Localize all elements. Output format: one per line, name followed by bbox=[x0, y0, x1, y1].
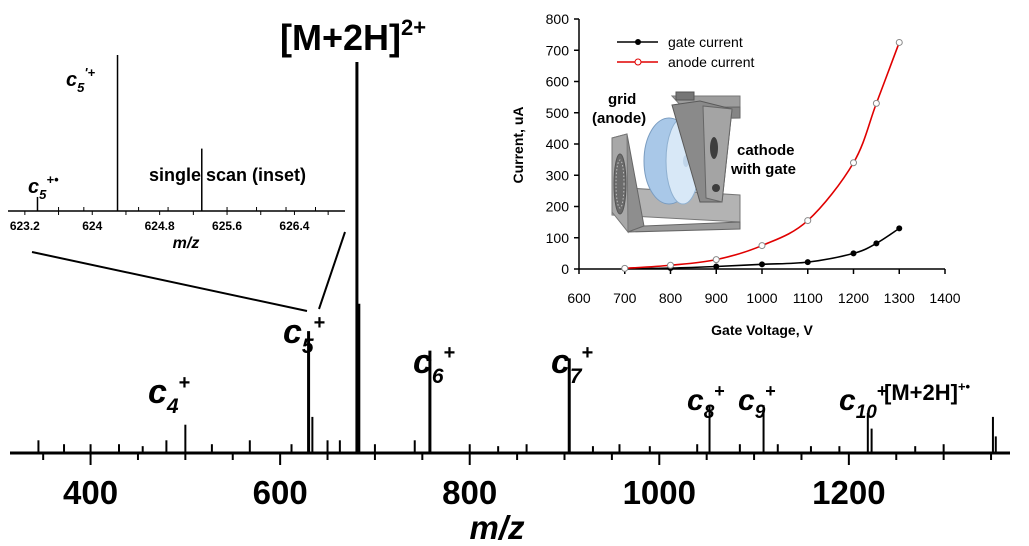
inset-label-c5-radical: c5+• bbox=[28, 172, 59, 202]
main-x-tick-label-1200: 1200 bbox=[812, 474, 885, 511]
inset-ticks bbox=[24, 211, 329, 215]
iv-point-anode-current-1250 bbox=[872, 99, 880, 107]
main-peaks bbox=[37, 62, 997, 452]
iv-y-tick-label-400: 400 bbox=[546, 136, 570, 152]
main-x-axis-label: m/z bbox=[469, 509, 525, 546]
main-tick-labels: 400 600 800 1000 1200 bbox=[63, 474, 886, 511]
iv-point-gate-current-1100 bbox=[804, 259, 811, 266]
legend-marker-gate-current bbox=[635, 39, 641, 45]
inset-tick-labels: 623.2 624 624.8 625.6 626.4 bbox=[10, 219, 310, 233]
inset-zoom-line-right bbox=[318, 231, 346, 310]
iv-x-tick-label-800: 800 bbox=[659, 290, 683, 306]
iv-y-tick-label-200: 200 bbox=[546, 199, 570, 215]
inset-x-tick-label-623.2: 623.2 bbox=[10, 219, 40, 233]
device-label-cathode: cathode bbox=[737, 142, 795, 159]
iv-point-gate-current-1250 bbox=[873, 240, 880, 247]
iv-x-tick-label-900: 900 bbox=[705, 290, 729, 306]
inset-label-c5-prime: c5'+ bbox=[66, 65, 95, 95]
iv-y-tick-label-0: 0 bbox=[561, 261, 569, 277]
grid-cathode-device-illustration bbox=[611, 91, 741, 234]
iv-y-tick-label-800: 800 bbox=[546, 11, 570, 27]
iv-legend: gate current anode current bbox=[617, 34, 755, 70]
iv-point-gate-current-900 bbox=[713, 263, 720, 270]
main-x-tick-label-400: 400 bbox=[63, 474, 118, 511]
inset-x-tick-label-626.4: 626.4 bbox=[279, 219, 309, 233]
iv-y-tick-label-600: 600 bbox=[546, 74, 570, 90]
iv-point-gate-current-1000 bbox=[759, 261, 765, 268]
main-annotation-c7: c7+ bbox=[551, 342, 593, 388]
iv-y-tick-label-300: 300 bbox=[546, 167, 570, 183]
main-x-tick-label-1000: 1000 bbox=[623, 474, 696, 511]
iv-point-anode-current-1200 bbox=[850, 159, 857, 167]
iv-x-axis-label: Gate Voltage, V bbox=[711, 322, 813, 338]
iv-point-anode-current-800 bbox=[667, 261, 674, 269]
main-annotation-c9: c9+ bbox=[738, 381, 776, 423]
inset-x-tick-label-625.6: 625.6 bbox=[212, 219, 242, 233]
iv-point-anode-current-700 bbox=[621, 264, 629, 272]
iv-x-tick-label-1300: 1300 bbox=[884, 290, 915, 306]
main-x-tick-label-600: 600 bbox=[253, 474, 308, 511]
legend-marker-anode-current bbox=[634, 58, 642, 66]
device-label-with-gate: with gate bbox=[730, 161, 796, 178]
iv-point-gate-current-1200 bbox=[850, 250, 857, 257]
inset-x-tick-label-624: 624 bbox=[82, 219, 102, 233]
inset-peaks bbox=[36, 55, 317, 211]
legend-label-anode-current: anode current bbox=[668, 54, 755, 70]
iv-plot: 600 700 800 900 1000 1100 1200 1300 1400 0 100 200 3… bbox=[510, 11, 961, 338]
main-annotation-c10: c10+ bbox=[839, 381, 887, 423]
iv-tick-labels: 600 700 800 900 1000 1100 1200 1300 1400 0 100 200 3… bbox=[546, 11, 961, 306]
main-spectrum: 400 600 800 1000 1200 m/z [M+2H]2+c4+c5+c6+ c… bbox=[10, 15, 1010, 546]
main-annotation-c8: c8+ bbox=[687, 381, 725, 423]
inset-zoom-line-left bbox=[31, 251, 308, 312]
inset-x-tick-label-624.8: 624.8 bbox=[145, 219, 175, 233]
device-label-grid: grid bbox=[608, 91, 636, 108]
main-annotation-c5: c5+ bbox=[283, 312, 325, 358]
iv-x-tick-label-1400: 1400 bbox=[929, 290, 960, 306]
main-annotation-c4: c4+ bbox=[148, 372, 190, 418]
iv-y-axis-label: Current, uA bbox=[510, 107, 526, 184]
iv-y-tick-label-500: 500 bbox=[546, 105, 570, 121]
iv-point-gate-current-1300 bbox=[896, 225, 903, 232]
legend-label-gate-current: gate current bbox=[668, 34, 743, 50]
main-annotation-c6: c6+ bbox=[413, 342, 455, 388]
iv-x-tick-label-1000: 1000 bbox=[746, 290, 777, 306]
iv-x-tick-label-1100: 1100 bbox=[793, 290, 823, 306]
main-annotation-m2h-radical: [M+2H]+• bbox=[884, 379, 971, 405]
device-label-anode: (anode) bbox=[592, 110, 646, 127]
main-x-tick-label-800: 800 bbox=[442, 474, 497, 511]
inset-spectrum: 623.2 624 624.8 625.6 626.4 m/z single scan … bbox=[8, 55, 345, 252]
inset-x-axis-label: m/z bbox=[173, 235, 200, 252]
main-ticks bbox=[42, 453, 993, 465]
iv-point-anode-current-1000 bbox=[758, 242, 766, 250]
iv-x-tick-label-1200: 1200 bbox=[838, 290, 869, 306]
inset-title: single scan (inset) bbox=[149, 165, 306, 185]
main-annotations: [M+2H]2+ c4+ c5+ c6+ c7+ c8+ c9+ c10+[M+2H]+• bbox=[148, 15, 971, 423]
main-annotation-m2h-2plus: [M+2H]2+ bbox=[280, 15, 426, 58]
iv-point-anode-current-1100 bbox=[804, 217, 812, 225]
iv-y-tick-label-700: 700 bbox=[546, 42, 570, 58]
iv-point-anode-current-1300 bbox=[895, 38, 903, 46]
iv-x-tick-label-600: 600 bbox=[567, 290, 591, 306]
iv-y-tick-label-100: 100 bbox=[546, 230, 570, 246]
iv-series bbox=[621, 38, 903, 272]
iv-point-anode-current-900 bbox=[712, 256, 720, 264]
iv-x-tick-label-700: 700 bbox=[613, 290, 637, 306]
